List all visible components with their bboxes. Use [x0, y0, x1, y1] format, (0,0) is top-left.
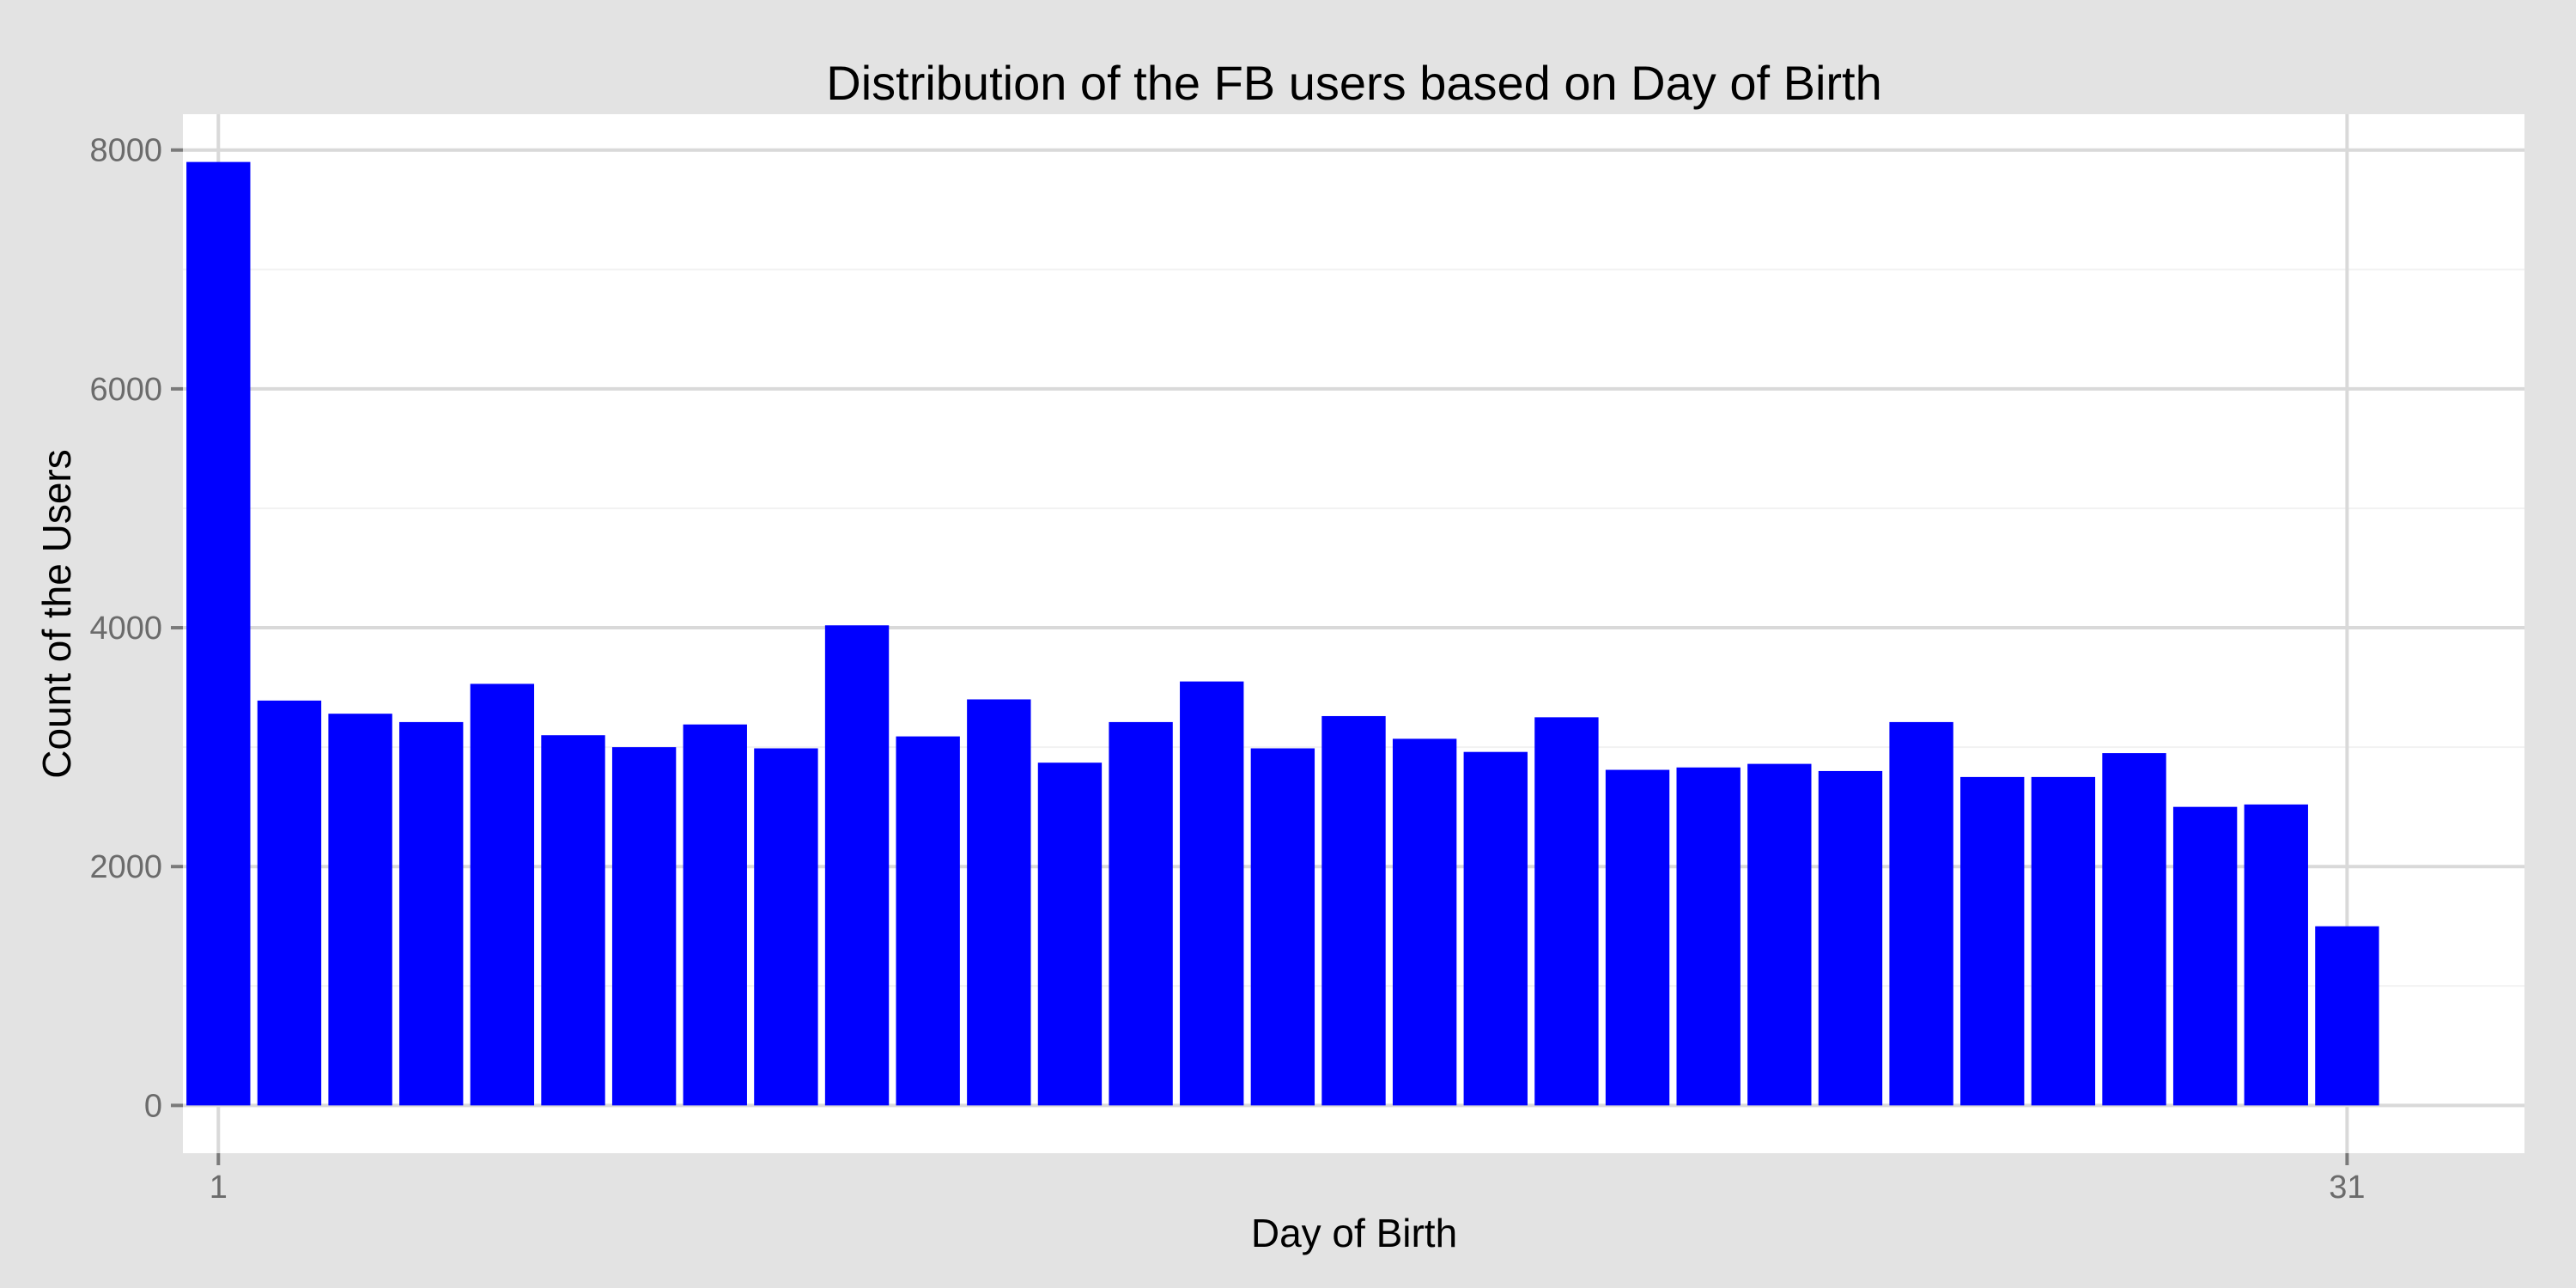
- bar-day-19: [1463, 751, 1528, 1106]
- y-tick-label: 6000: [89, 372, 162, 408]
- x-axis-title: Day of Birth: [1251, 1211, 1457, 1255]
- bar-day-5: [470, 683, 535, 1106]
- bars: [186, 161, 2379, 1106]
- bar-day-13: [1037, 762, 1103, 1106]
- bar-day-29: [2172, 806, 2238, 1106]
- bar-day-12: [967, 699, 1031, 1106]
- bar-day-21: [1605, 769, 1670, 1106]
- y-axis-title: Count of the Users: [34, 449, 79, 779]
- y-tick-label: 8000: [89, 133, 162, 169]
- bar-day-26: [1960, 776, 2025, 1106]
- bar-day-18: [1392, 738, 1457, 1106]
- bar-day-6: [541, 735, 605, 1106]
- y-tick-label: 4000: [89, 611, 162, 647]
- bar-day-15: [1180, 681, 1244, 1106]
- bar-day-28: [2102, 753, 2166, 1106]
- bar-day-24: [1818, 770, 1883, 1106]
- bar-day-20: [1534, 717, 1599, 1106]
- bar-day-31: [2315, 926, 2379, 1106]
- bar-day-9: [754, 748, 818, 1106]
- bar-day-14: [1109, 721, 1173, 1106]
- bar-day-1: [186, 161, 251, 1106]
- bar-day-8: [683, 724, 747, 1106]
- bar-day-4: [399, 721, 464, 1106]
- bar-day-10: [824, 625, 890, 1106]
- bar-day-25: [1889, 721, 1953, 1106]
- bar-day-11: [896, 736, 960, 1106]
- y-axis-ticks: 0 2000 4000 6000 8000: [89, 133, 183, 1124]
- bar-day-3: [328, 714, 392, 1106]
- chart-title: Distribution of the FB users based on Da…: [826, 56, 1881, 110]
- y-tick-label: 2000: [89, 849, 162, 885]
- bar-day-2: [257, 700, 322, 1106]
- bar-day-23: [1747, 763, 1812, 1106]
- bar-day-30: [2244, 804, 2308, 1106]
- bar-day-22: [1676, 767, 1741, 1106]
- x-tick-label: 31: [2329, 1170, 2365, 1206]
- bar-day-27: [2031, 776, 2096, 1106]
- bar-day-17: [1321, 715, 1386, 1106]
- y-tick-label: 0: [144, 1088, 162, 1124]
- x-tick-label: 1: [210, 1170, 228, 1206]
- x-axis-ticks: 1 31: [210, 1153, 2366, 1206]
- bar-day-7: [611, 747, 677, 1106]
- bar-day-16: [1250, 748, 1315, 1106]
